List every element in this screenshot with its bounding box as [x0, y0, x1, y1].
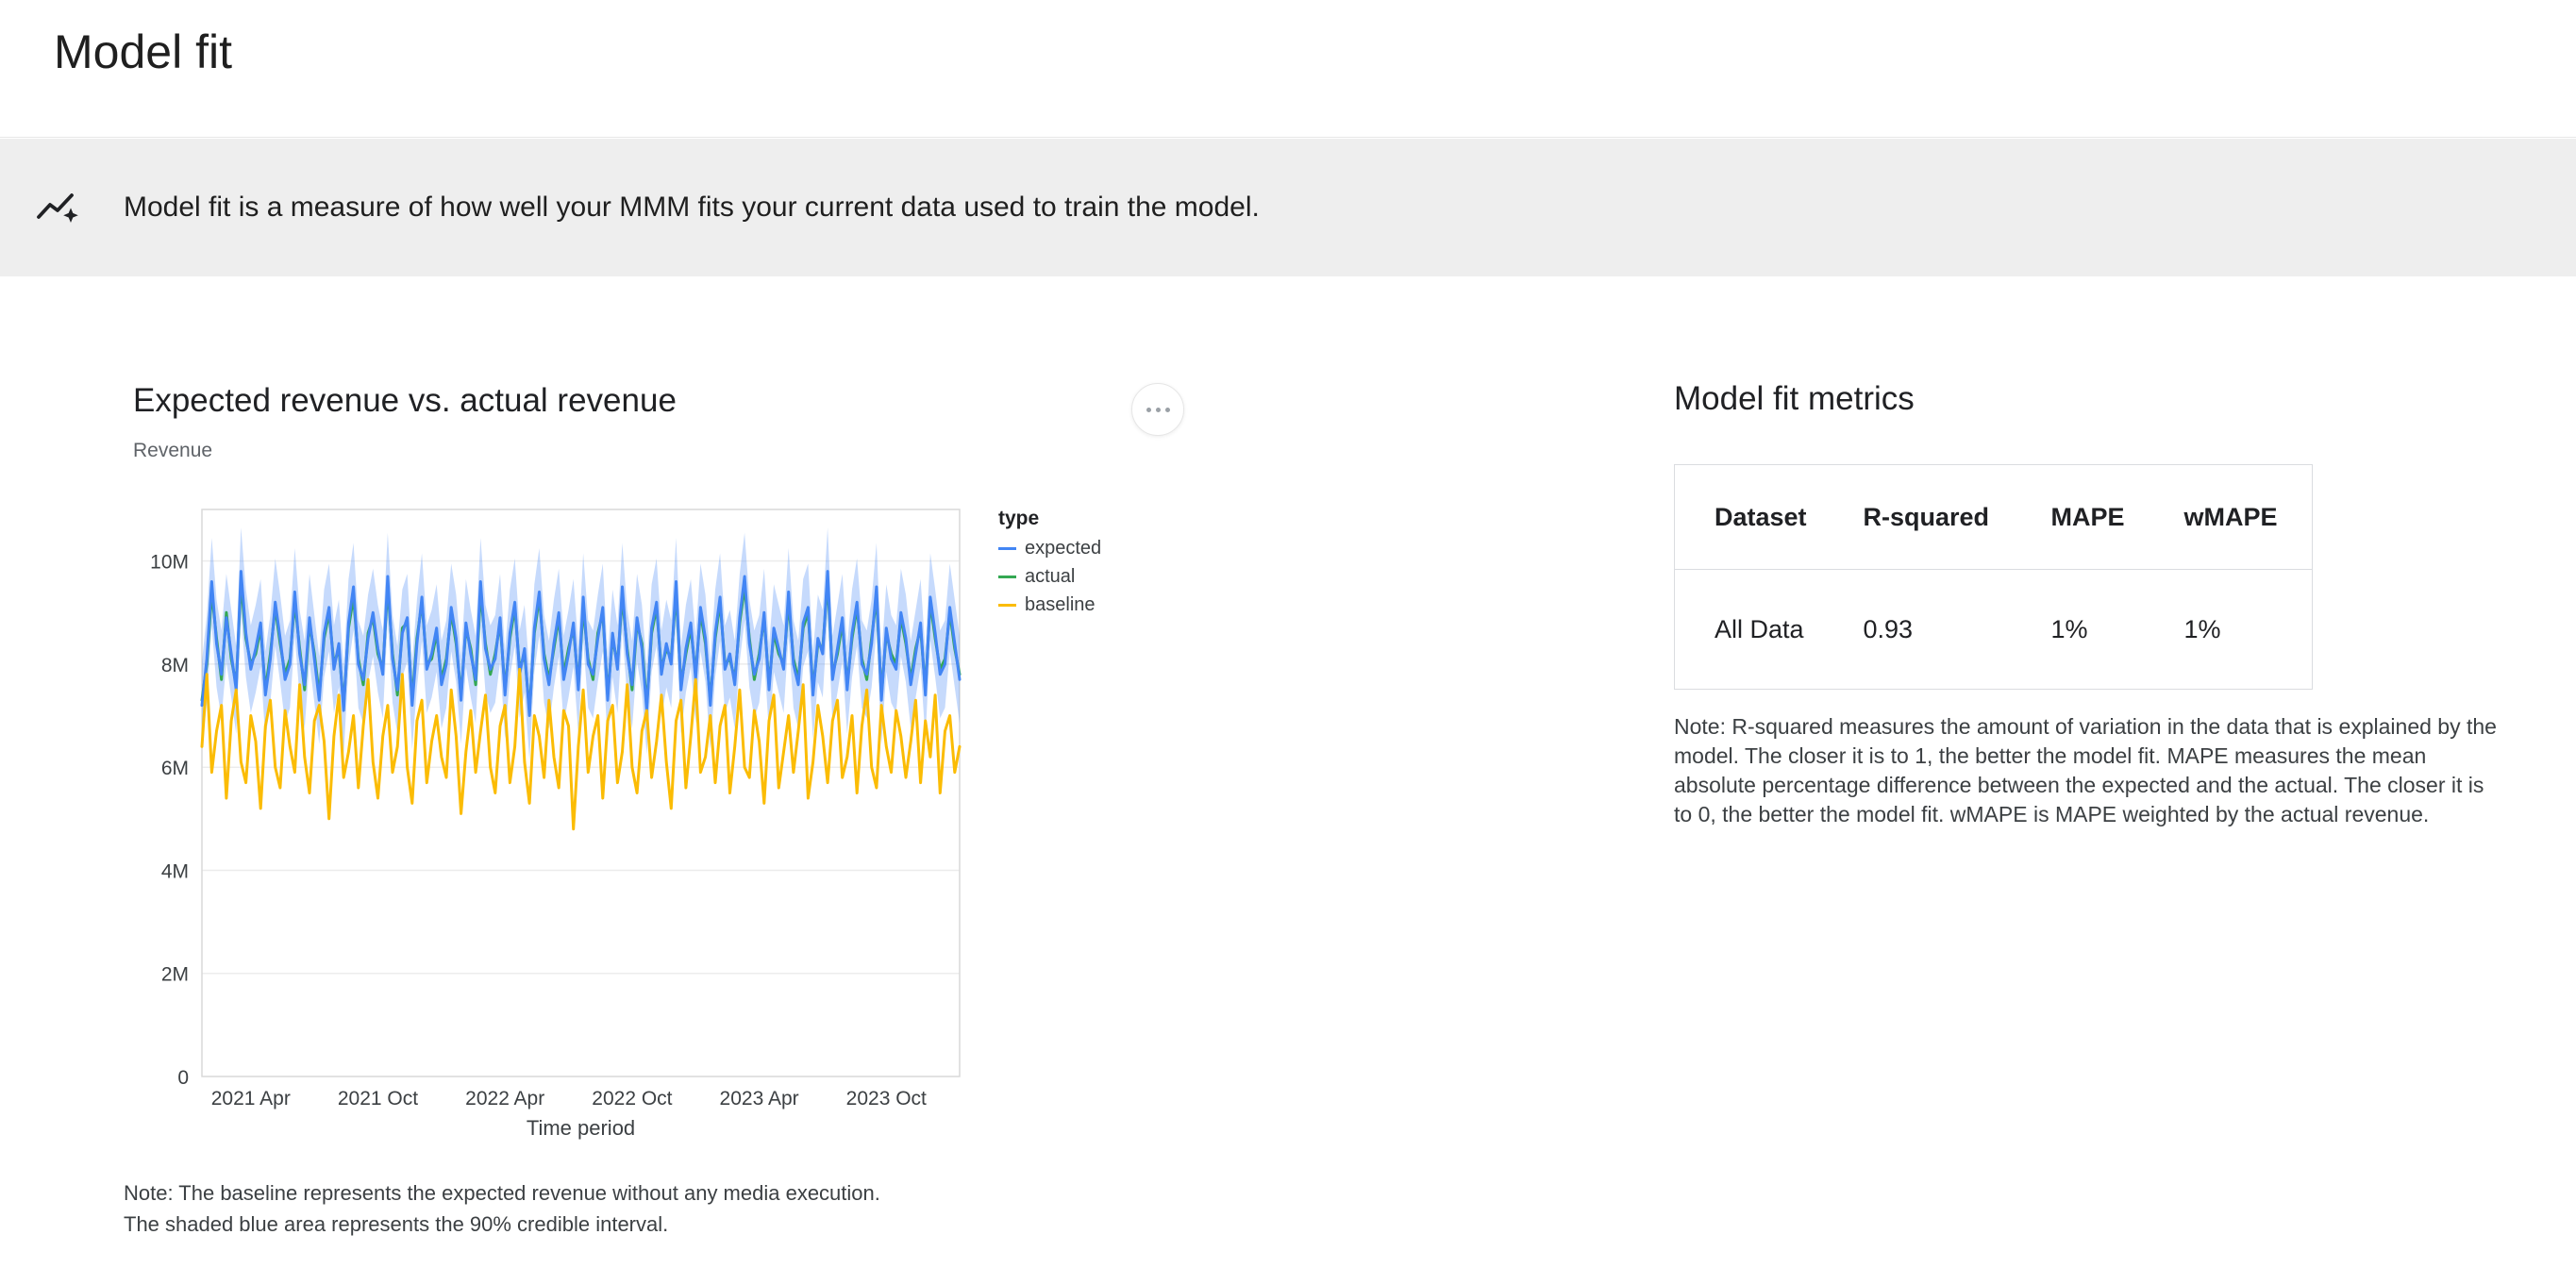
more-options-button[interactable]: [1131, 383, 1184, 436]
column-header-mape: MAPE: [2050, 502, 2125, 531]
column-header-r-squared: R-squared: [1863, 502, 1990, 531]
svg-text:2022 Oct: 2022 Oct: [592, 1088, 672, 1110]
cell-r-squared: 0.93: [1863, 614, 1914, 643]
legend-label: expected: [1025, 538, 1102, 559]
table-row: All Data 0.93 1% 1%: [1675, 570, 2313, 690]
legend-swatch-actual: [998, 576, 1016, 578]
model-fit-insights-icon: [37, 193, 78, 223]
chart-y-axis-label: Revenue: [133, 440, 213, 461]
svg-text:2023 Oct: 2023 Oct: [846, 1088, 927, 1110]
svg-text:4M: 4M: [161, 861, 189, 883]
banner-text: Model fit is a measure of how well your …: [124, 192, 1260, 223]
svg-text:2M: 2M: [161, 964, 189, 986]
page-header: Model fit: [0, 0, 2576, 138]
svg-text:2021 Oct: 2021 Oct: [338, 1088, 418, 1110]
legend-label: baseline: [1025, 594, 1096, 615]
cell-wmape: 1%: [2183, 614, 2221, 643]
dot-icon: [1146, 407, 1151, 412]
svg-text:2021 Apr: 2021 Apr: [211, 1088, 291, 1110]
metrics-table: Dataset R-squared MAPE wMAPE All Data 0.…: [1674, 464, 2313, 690]
column-header-wmape: wMAPE: [2183, 502, 2278, 531]
table-header-row: Dataset R-squared MAPE wMAPE: [1674, 465, 2313, 570]
svg-text:2023 Apr: 2023 Apr: [720, 1088, 799, 1110]
svg-text:10M: 10M: [150, 552, 189, 574]
legend-item-actual: actual: [998, 566, 1101, 588]
svg-text:2022 Apr: 2022 Apr: [465, 1088, 544, 1110]
metrics-section-title: Model fit metrics: [1674, 380, 1915, 417]
page-title: Model fit: [54, 25, 232, 78]
svg-text:6M: 6M: [161, 758, 189, 779]
cell-dataset: All Data: [1715, 614, 1804, 643]
legend-title: type: [998, 508, 1040, 529]
cell-mape: 1%: [2050, 614, 2088, 643]
legend-swatch-expected: [998, 547, 1016, 550]
legend-item-expected: expected: [998, 538, 1101, 559]
chart-legend: type expected actual baseline: [998, 508, 1101, 623]
revenue-line-chart: 0 2M 4M 6M 8M 10M 2021 Apr 2021 Oct 2022 Apr 2022…: [150, 509, 962, 1140]
legend-label: actual: [1025, 566, 1076, 587]
legend-swatch-baseline: [998, 604, 1016, 607]
legend-entries: expected actual baseline: [998, 538, 1101, 616]
info-banner: Model fit is a measure of how well your …: [0, 139, 2576, 276]
dot-icon: [1164, 407, 1170, 412]
svg-text:Time period: Time period: [527, 1116, 635, 1140]
column-header-dataset: Dataset: [1715, 502, 1807, 531]
chart-title: Expected revenue vs. actual revenue: [133, 382, 677, 419]
svg-text:8M: 8M: [161, 655, 189, 676]
svg-text:0: 0: [177, 1067, 189, 1089]
chart-note: Note: The baseline represents the expect…: [124, 1181, 880, 1236]
legend-item-baseline: baseline: [998, 594, 1101, 616]
metrics-note: Note: R-squared measures the amount of v…: [1674, 714, 2497, 826]
dot-icon: [1155, 407, 1161, 412]
